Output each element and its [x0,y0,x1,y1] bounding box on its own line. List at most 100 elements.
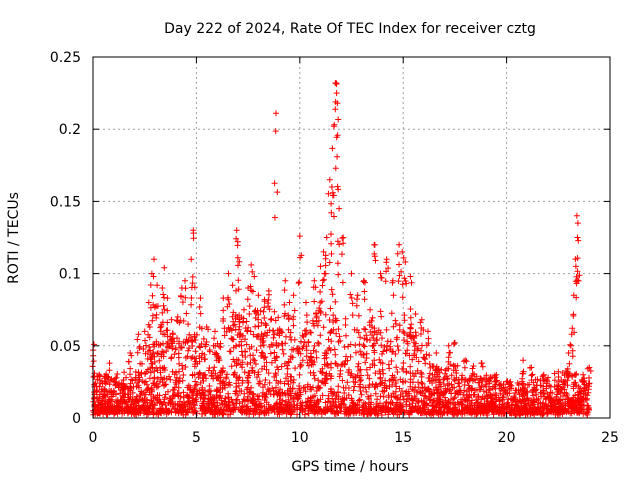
data-point [486,386,493,393]
data-point [307,369,314,376]
data-point [254,333,261,340]
data-point [271,308,278,315]
data-point [480,388,487,395]
data-point [400,254,407,261]
data-point [402,259,409,265]
data-point [254,393,261,400]
data-point [412,340,419,347]
data-point [213,350,220,357]
data-point [559,370,566,376]
data-point [161,382,168,389]
data-point [561,389,568,396]
data-point [291,336,298,343]
data-point [154,367,161,374]
data-point [555,368,562,375]
data-point [91,403,98,410]
data-point [253,347,260,354]
data-point [378,412,385,418]
data-point [147,369,154,376]
data-point [371,347,378,354]
data-point [401,409,408,415]
data-point [229,313,236,320]
data-point [361,288,368,295]
data-point [236,331,243,338]
data-point [414,406,421,413]
data-point [297,350,304,357]
data-point [168,316,175,323]
data-point [317,368,324,375]
data-point [331,213,337,220]
data-point [397,400,404,406]
data-point [360,342,367,349]
data-point [490,401,497,408]
data-point [236,323,243,330]
data-point [458,401,465,408]
data-point [257,343,264,349]
data-point [388,376,395,383]
data-point [294,411,300,418]
data-point [197,370,204,377]
data-point [225,296,232,303]
data-point [154,350,161,357]
data-point [305,362,312,369]
data-point [333,81,340,87]
data-point [255,369,262,376]
data-point [469,406,476,413]
data-point [154,392,161,399]
data-point [147,282,154,288]
data-point [388,399,394,406]
data-point [248,261,255,268]
data-point [464,396,471,403]
data-point [266,291,272,298]
data-point [101,378,108,385]
data-point [520,357,527,364]
data-point [132,369,139,375]
data-point [349,300,356,307]
data-point [452,367,459,374]
data-point [418,379,425,386]
data-point [181,402,188,408]
data-point [461,376,468,383]
data-point [299,399,306,406]
data-point [165,388,171,395]
data-point [149,292,156,299]
chart-title: Day 222 of 2024, Rate Of TEC Index for r… [164,21,536,37]
data-point [342,315,349,322]
data-point [284,365,291,372]
data-point [503,405,510,411]
data-point [319,392,326,399]
data-point [140,401,147,408]
data-point [412,403,419,410]
data-point [90,358,97,365]
data-point [322,262,329,269]
data-point [436,376,443,383]
data-point [289,354,296,361]
data-point [258,349,265,356]
data-point [388,393,395,400]
x-tick-label: 25 [601,430,619,446]
data-point [556,397,563,404]
data-point [158,321,165,328]
data-point [520,402,527,409]
data-point [129,377,136,384]
data-point [347,291,354,298]
data-point [406,352,413,359]
data-point [402,350,409,357]
data-point [94,410,101,417]
y-tick-label: 0.25 [50,50,81,66]
data-point [317,263,324,270]
data-point [456,380,463,386]
data-point [288,403,295,410]
data-point [127,350,134,356]
data-point [148,360,155,367]
data-point [124,410,131,417]
data-point [475,394,482,401]
data-point [168,408,175,415]
data-point [328,231,334,238]
data-point [287,385,294,392]
data-point [329,395,336,402]
data-point [341,361,348,368]
data-point [530,392,537,399]
data-point [227,348,234,355]
data-point [372,257,379,264]
